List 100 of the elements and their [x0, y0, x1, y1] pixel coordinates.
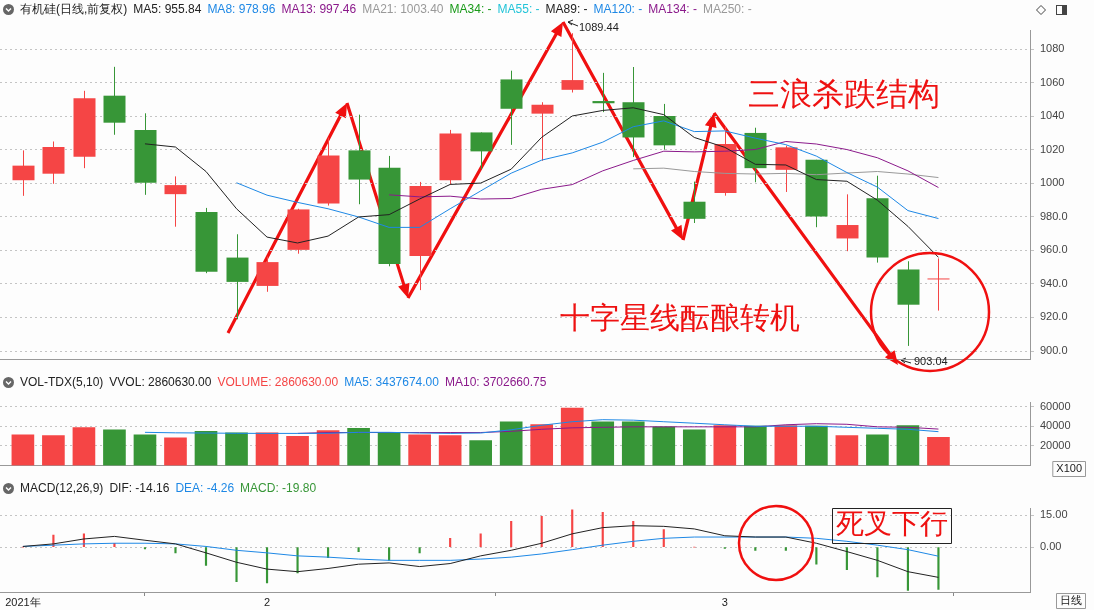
y-tick-label: 1020	[1040, 142, 1065, 155]
candlestick	[592, 72, 615, 113]
y-tick-label: 1060	[1040, 75, 1065, 88]
bar	[357, 547, 360, 552]
y-tick-label: 60000	[1040, 399, 1071, 412]
text: MA134: -	[648, 2, 697, 16]
chart-title: 有机硅(日线,前复权)	[20, 0, 128, 18]
candlestick	[531, 101, 554, 162]
chart-title: VOL-TDX(5,10)	[20, 375, 104, 389]
bar	[418, 547, 421, 554]
candlestick	[683, 181, 706, 224]
bar	[388, 547, 391, 561]
bar	[133, 434, 157, 466]
bar	[469, 440, 492, 466]
text: MA10: 3702660.75	[444, 375, 547, 389]
chart-subtitle: VVOL: 2860630.00	[109, 375, 212, 389]
bar	[774, 425, 798, 466]
text: MA89: -	[545, 2, 588, 16]
bar	[754, 547, 757, 551]
annotation: 死叉下行	[836, 507, 948, 541]
candlestick	[256, 256, 279, 293]
text: MA120: -	[593, 2, 643, 16]
bar	[377, 432, 401, 466]
bar	[937, 547, 940, 590]
bar	[621, 421, 645, 466]
candlestick	[561, 32, 584, 93]
bar	[194, 430, 218, 466]
text: MA8: 978.96	[207, 2, 276, 16]
annotation: 903.04	[914, 355, 948, 368]
y-tick-label: 1040	[1040, 109, 1065, 122]
bar	[866, 434, 889, 466]
bar	[815, 547, 818, 565]
bar	[591, 421, 615, 466]
bar	[713, 425, 737, 466]
bar	[896, 425, 920, 466]
bar	[103, 429, 126, 466]
bar	[510, 520, 513, 547]
candlestick	[12, 149, 35, 197]
bar	[347, 427, 370, 466]
y-tick-label: 40000	[1040, 419, 1071, 432]
bar	[805, 425, 828, 466]
y-tick-label: 940.0	[1040, 276, 1068, 289]
text: MA250: -	[702, 2, 752, 16]
bar	[449, 538, 452, 547]
y-tick-label: 920.0	[1040, 310, 1068, 323]
y-tick-label: 960.0	[1040, 243, 1068, 256]
x-tick-label: 3	[721, 595, 728, 608]
bar	[72, 427, 96, 466]
text: MA21: 1003.40	[362, 2, 444, 16]
bar	[744, 425, 767, 466]
text: MA34: -	[449, 2, 492, 16]
bar	[530, 424, 554, 466]
annotation: 三浪杀跌结构	[748, 75, 940, 114]
candlestick	[164, 175, 187, 228]
annotation: 1089.44	[579, 21, 619, 34]
x-tick-label: 2	[263, 595, 271, 608]
bar	[682, 429, 706, 466]
bar	[296, 547, 299, 574]
bar	[652, 426, 676, 466]
bar	[784, 547, 787, 551]
candlestick	[927, 257, 950, 312]
candlestick	[470, 131, 493, 170]
y-tick-label: 15.00	[1040, 508, 1068, 521]
bar	[499, 421, 523, 466]
text: X100	[1056, 462, 1083, 475]
x-tick-label: 2021年	[5, 595, 41, 608]
bar	[225, 432, 248, 466]
bar	[408, 434, 431, 466]
bar	[235, 547, 238, 583]
y-tick-label: 1000	[1040, 176, 1065, 189]
bar	[11, 434, 35, 466]
text: VOLUME: 2860630.00	[217, 375, 339, 389]
bar	[316, 430, 340, 466]
y-tick-label: 1080	[1040, 42, 1065, 55]
text: MA55: -	[497, 2, 540, 16]
text: MA5: 3437674.00	[344, 375, 439, 389]
bar	[845, 547, 848, 571]
text: MA5: 955.84	[133, 2, 202, 16]
text: MACD: -19.80	[240, 481, 317, 495]
y-tick-label: 980.0	[1040, 209, 1068, 222]
bar	[438, 435, 462, 466]
y-tick-label: 20000	[1040, 438, 1071, 451]
text: 日线	[1060, 594, 1082, 607]
annotation: 十字星线酝酿转机	[560, 299, 800, 335]
text: DIF: -14.16	[109, 481, 170, 495]
bar	[479, 533, 482, 547]
y-tick-label: 0.00	[1040, 540, 1062, 553]
bar	[927, 437, 950, 466]
text: MA13: 997.46	[281, 2, 357, 16]
y-tick-label: 900.0	[1040, 344, 1068, 357]
bar	[286, 436, 309, 466]
bar	[560, 407, 584, 466]
text: DEA: -4.26	[175, 481, 235, 495]
chart-title: MACD(12,26,9)	[20, 481, 104, 495]
bar	[835, 435, 859, 466]
candlestick	[775, 145, 798, 193]
bar	[42, 435, 65, 466]
candlestick	[836, 193, 859, 252]
bar	[174, 547, 177, 554]
bar	[164, 437, 187, 466]
